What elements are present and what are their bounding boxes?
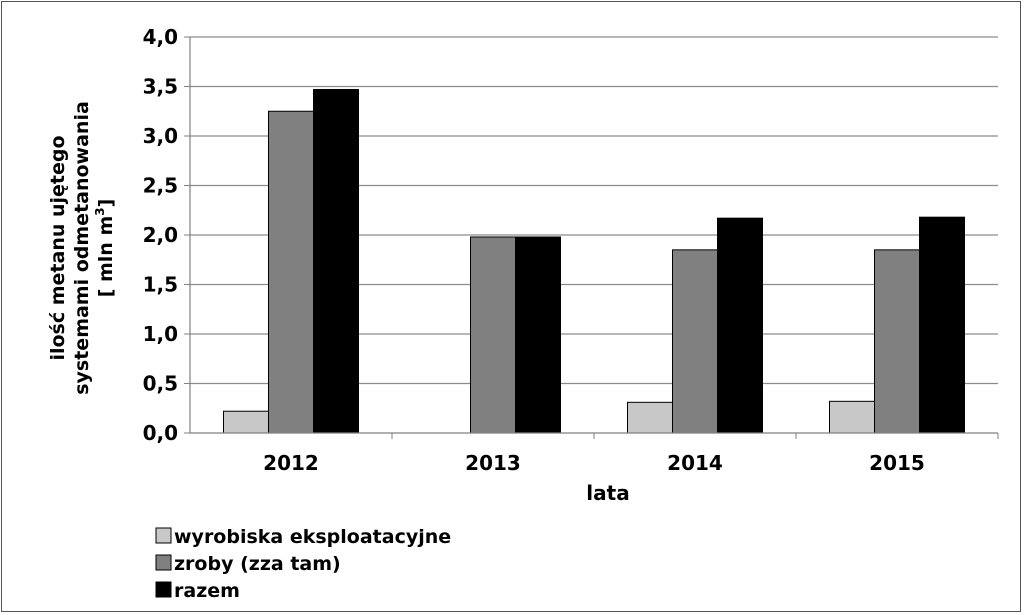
- bar: [874, 249, 920, 434]
- legend-label: wyrobiska eksploatacyjne: [174, 526, 451, 548]
- bar: [627, 401, 673, 434]
- y-axis-label-line-2: systemami odmetanowania: [71, 101, 93, 395]
- y-tick-label: 2,0: [143, 223, 178, 247]
- y-axis-unit: [ mln m: [95, 216, 117, 298]
- y-axis-label-line-3: [ mln m3]: [93, 199, 117, 298]
- bar: [223, 410, 269, 434]
- x-tick-label: 2013: [465, 451, 521, 475]
- bar: [268, 110, 314, 434]
- legend-swatch: [155, 581, 172, 598]
- legend-swatch: [155, 554, 172, 571]
- y-axis-label: ilość metanu ujętego systemami odmetanow…: [47, 101, 117, 395]
- bar: [672, 249, 718, 434]
- y-tick-label: 0,0: [143, 421, 178, 445]
- y-tick-label: 3,5: [143, 75, 178, 99]
- legend: wyrobiska eksploatacyjne zroby (zza tam) r…: [155, 526, 451, 602]
- y-axis-unit-close: ]: [95, 199, 117, 208]
- x-tick-label: 2012: [263, 451, 319, 475]
- y-tick-label: 0,5: [143, 372, 178, 396]
- x-tick-label: 2014: [667, 451, 723, 475]
- y-axis-label-line-1: ilość metanu ujętego: [47, 135, 69, 360]
- y-tick-label: 3,0: [143, 124, 178, 148]
- bar: [313, 88, 359, 434]
- y-tick-label: 1,5: [143, 273, 178, 297]
- bar: [717, 217, 763, 434]
- y-tick-labels: 0,0 0,5 1,0 1,5 2,0 2,5 3,0 3,5 4,0: [143, 25, 178, 445]
- legend-label: razem: [174, 580, 240, 602]
- bar: [470, 236, 516, 434]
- legend-label: zroby (zza tam): [174, 553, 341, 575]
- y-tick-label: 4,0: [143, 25, 178, 49]
- x-tick-labels: 2012 2013 2014 2015: [263, 451, 925, 475]
- bar: [829, 400, 875, 434]
- x-tick-label: 2015: [869, 451, 925, 475]
- y-tick-label: 1,0: [143, 322, 178, 346]
- bar: [919, 216, 965, 434]
- legend-swatch: [155, 527, 172, 544]
- x-axis-label: lata: [586, 481, 629, 505]
- bars: [223, 88, 965, 434]
- y-axis-unit-exponent: 3: [93, 207, 107, 215]
- bar: [515, 236, 561, 434]
- y-tick-label: 2,5: [143, 174, 178, 198]
- axes: [184, 36, 999, 439]
